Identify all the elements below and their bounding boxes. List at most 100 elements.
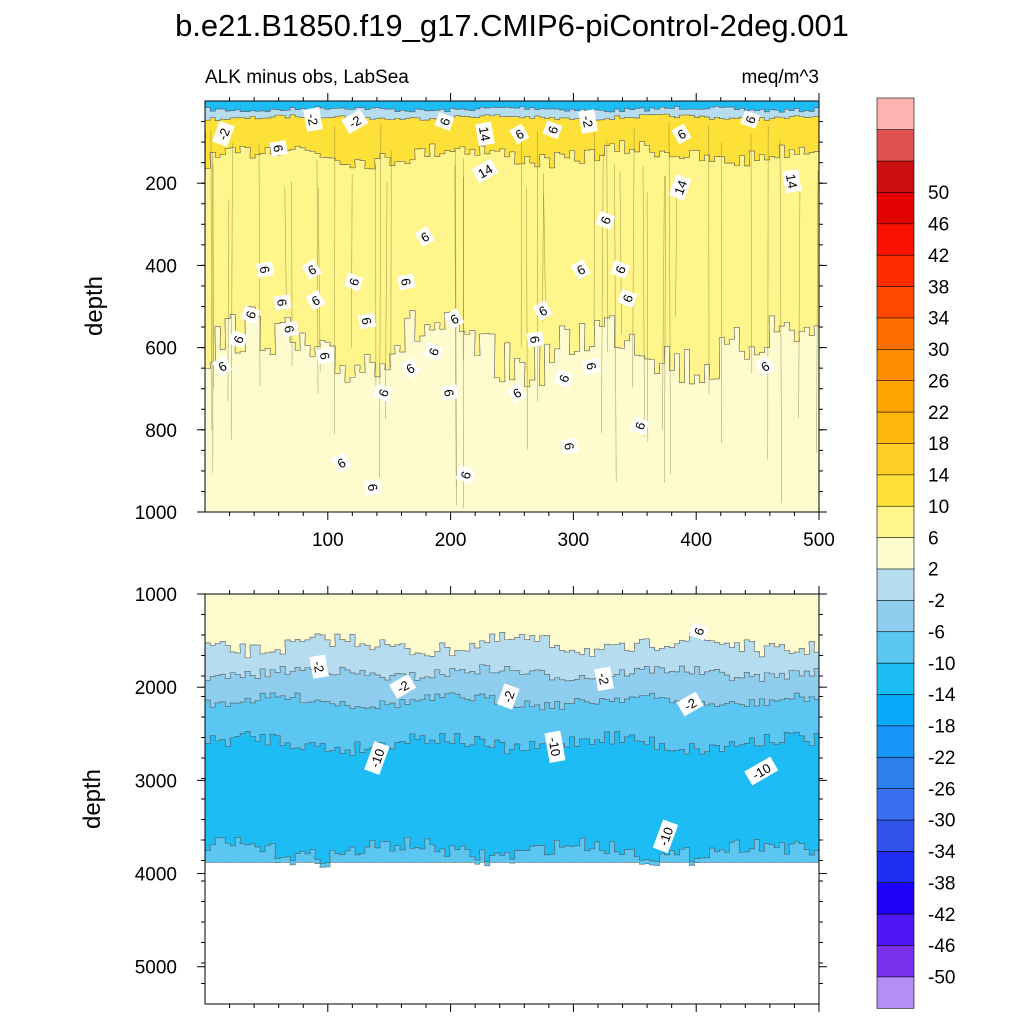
contour-label: -10 <box>544 730 566 763</box>
contour-label-text: 6 <box>426 346 443 358</box>
contour-label-background <box>358 312 377 330</box>
colorbar-label: 14 <box>928 466 950 487</box>
contour-label: 6 <box>400 357 421 379</box>
colorbar-swatch <box>876 913 915 946</box>
contour-label: 6 <box>434 112 455 131</box>
contour-label-background <box>532 300 553 322</box>
contour-label-background <box>309 654 329 679</box>
contour-label-background <box>273 294 292 311</box>
colorbar-swatch <box>876 191 915 225</box>
contour-line <box>601 153 604 433</box>
colorbar-swatch <box>876 505 915 538</box>
contour-label-background <box>228 330 249 349</box>
colorbar-label: 6 <box>928 528 939 549</box>
contour-line <box>230 143 233 441</box>
colorbar-swatch <box>876 756 915 789</box>
colorbar-label: -14 <box>928 685 956 706</box>
subtitle-left: ALK minus obs, LabSea <box>205 67 409 88</box>
contour-label-background <box>341 109 369 134</box>
contour-line <box>350 174 353 348</box>
contour-label-background <box>423 342 444 362</box>
colorbar-label: 38 <box>928 277 949 298</box>
contour-line <box>210 130 213 431</box>
chart-title: b.e21.B1850.f19_g17.CMIP6-piControl-2deg… <box>175 8 849 43</box>
contour-line <box>750 133 753 374</box>
contour-label-text: 6 <box>556 373 573 385</box>
colorbar-label: 26 <box>928 371 949 392</box>
contour-label-background <box>455 465 476 485</box>
contour-label-background <box>212 355 233 377</box>
colorbar: -50-46-42-38-34-30-26-22-18-14-10-6-2261… <box>876 97 956 1009</box>
colorbar-swatch <box>876 631 915 664</box>
contour-label-text: 6 <box>597 214 614 226</box>
contour-label-background <box>305 289 326 311</box>
contour-line <box>390 150 392 368</box>
contour-line <box>614 164 617 482</box>
contour-label-background <box>400 357 421 379</box>
contour-label: 6 <box>440 384 459 402</box>
y-tick-label: 800 <box>145 421 177 442</box>
contour-label-text: 6 <box>257 265 273 275</box>
contour-label: 14 <box>475 121 495 147</box>
contour-label-background <box>688 621 709 641</box>
x-tick-label: 200 <box>435 530 467 551</box>
contour-label-text: 6 <box>632 420 649 432</box>
contour-band <box>205 306 819 512</box>
contour-label: 6 <box>414 226 435 248</box>
colorbar-swatch <box>876 97 915 130</box>
contour-label-background <box>542 120 563 140</box>
contour-label-background <box>364 479 383 496</box>
contour-label: 6 <box>506 382 527 404</box>
contour-label-text: 6 <box>230 334 247 346</box>
contour-label-background <box>553 369 574 388</box>
colorbar-label: 46 <box>928 215 949 236</box>
contour-label-background <box>440 384 459 402</box>
contour-label-background <box>676 691 704 717</box>
colorbar-swatch <box>876 850 915 884</box>
contour-label: -2 <box>578 109 598 134</box>
contour-label-text: 14 <box>671 178 690 197</box>
colorbar-label: -18 <box>928 717 955 738</box>
contour-label-text: 6 <box>317 351 333 361</box>
contour-label: 6 <box>509 123 530 145</box>
colorbar-swatch <box>876 254 915 287</box>
contour-line <box>317 187 321 372</box>
x-tick-label: 500 <box>803 530 835 551</box>
colorbar-swatch <box>876 882 915 915</box>
contour-label: 6 <box>754 355 776 377</box>
lower-y-axis-label: depth <box>79 769 106 829</box>
contour-label-background <box>668 174 692 201</box>
contour-label-background <box>397 273 416 291</box>
y-tick-label: 200 <box>145 174 177 195</box>
contour-label: 6 <box>455 465 476 485</box>
contour-label: -2 <box>594 666 614 692</box>
contour-label: 6 <box>444 308 465 330</box>
contour-label: -2 <box>309 654 329 679</box>
contour-label-background <box>744 756 779 786</box>
y-tick-label: 3000 <box>135 771 177 792</box>
contour-label: 6 <box>240 305 261 325</box>
contour-label: -2 <box>676 691 704 717</box>
contour-label-text: 6 <box>457 469 474 481</box>
contour-label-background <box>582 357 601 375</box>
contour-label-text: 14 <box>475 161 495 181</box>
contour-line <box>632 128 635 388</box>
contour-label-background <box>280 320 299 338</box>
colorbar-label: 22 <box>928 403 949 424</box>
contour-label-background <box>578 109 598 134</box>
colorbar-swatch <box>876 693 915 727</box>
contour-label-background <box>560 437 579 455</box>
contour-label: 6 <box>671 123 692 145</box>
contour-label: 14 <box>471 158 499 184</box>
contour-line <box>798 191 801 419</box>
contour-label: -2 <box>212 120 235 147</box>
colorbar-swatch <box>876 411 915 444</box>
contour-label-background <box>629 416 650 436</box>
contour-label-text: -2 <box>595 672 612 686</box>
contour-label-background <box>316 347 335 365</box>
colorbar-label: 10 <box>928 497 949 518</box>
contour-label-background <box>652 819 679 854</box>
contour-label: 6 <box>610 260 631 279</box>
contour-label-background <box>497 683 520 710</box>
